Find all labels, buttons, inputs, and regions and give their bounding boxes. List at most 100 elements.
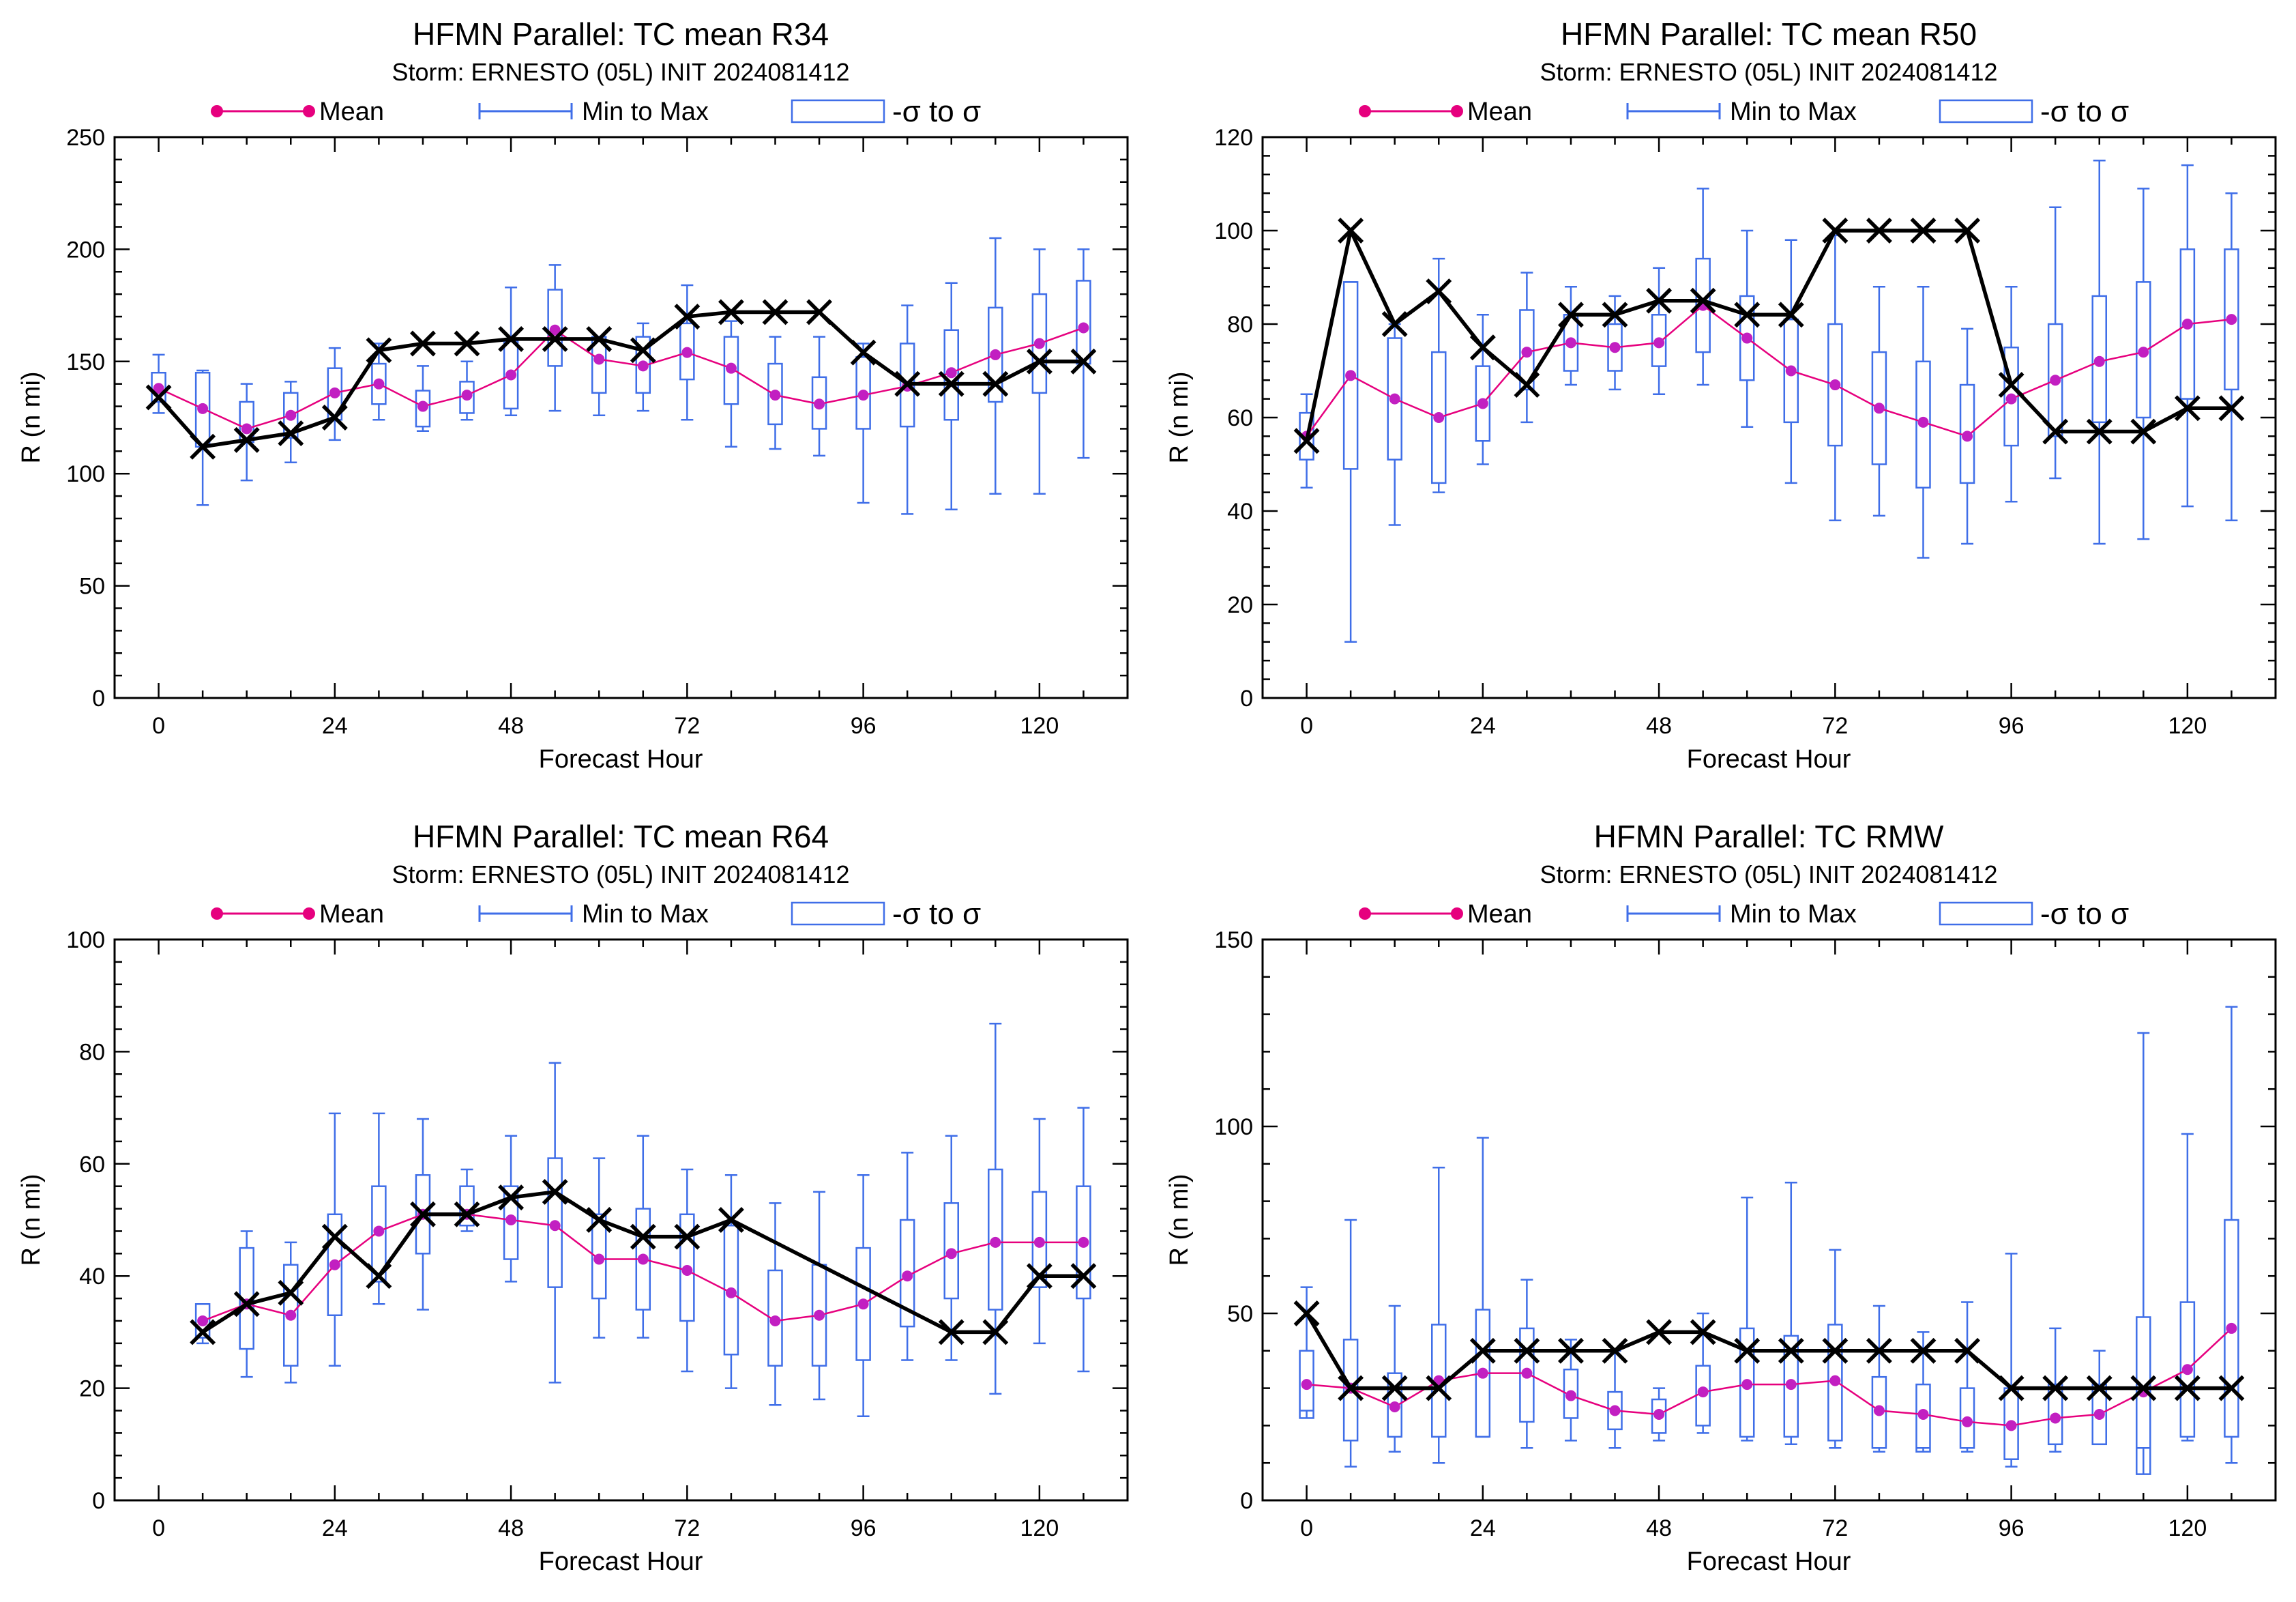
- box-whisker: [855, 343, 871, 504]
- observed-marker: [321, 405, 348, 431]
- x-axis-label: Forecast Hour: [539, 745, 703, 774]
- mean-point: [505, 369, 517, 381]
- box-whisker: [459, 1168, 475, 1232]
- observed-marker-stroke-b: [1426, 1375, 1452, 1401]
- legend-mean-marker: [1359, 105, 1463, 117]
- sigma-box: [415, 390, 431, 428]
- observed-marker: [2218, 395, 2245, 422]
- sigma-box: [855, 1247, 871, 1361]
- mean-point: [1433, 412, 1445, 423]
- observed-marker-stroke-b: [366, 1263, 392, 1290]
- observed-marker-stroke-b: [1426, 278, 1452, 304]
- observed-marker: [1426, 278, 1452, 304]
- box-whisker: [1431, 1167, 1447, 1464]
- x-tick-label: 72: [1822, 1515, 1848, 1541]
- observed-marker: [586, 325, 613, 352]
- observed-marker: [1910, 218, 1937, 244]
- observed-marker-stroke-b: [1646, 287, 1673, 314]
- legend-minmax-marker: [478, 905, 573, 922]
- sigma-box: [679, 322, 695, 381]
- mean-point: [1078, 1236, 1089, 1248]
- x-axis-label: Forecast Hour: [539, 1547, 703, 1576]
- observed-marker: [1602, 302, 1628, 328]
- box-whisker: [1519, 1279, 1535, 1449]
- legend-mean-marker: [211, 907, 315, 920]
- observed-marker: [982, 370, 1009, 397]
- observed-marker-stroke-b: [1026, 348, 1053, 375]
- mean-point: [1609, 342, 1621, 353]
- mean-point: [2093, 355, 2105, 367]
- observed-marker-stroke-b: [586, 1207, 613, 1233]
- mean-point: [1565, 337, 1576, 349]
- box-whisker: [1871, 285, 1887, 517]
- y-tick-label: 80: [1227, 312, 1253, 338]
- box-whisker: [151, 353, 166, 414]
- mean-point: [2093, 1408, 2105, 1420]
- mean-point: [814, 398, 825, 410]
- mean-point: [857, 390, 869, 401]
- box-whisker: [2224, 1006, 2239, 1464]
- box-whisker: [943, 1135, 959, 1361]
- y-tick-label: 250: [66, 125, 105, 151]
- mean-point: [1389, 1401, 1400, 1412]
- observed-marker: [498, 1184, 525, 1211]
- legend-sigma-marker: [791, 99, 885, 123]
- y-tick-label: 0: [92, 1488, 105, 1514]
- chart-subtitle: Storm: ERNESTO (05L) INIT 2024081412: [1540, 860, 1998, 888]
- mean-point: [417, 400, 428, 412]
- observed-marker-stroke-b: [2086, 418, 2113, 445]
- panel-r34: HFMN Parallel: TC mean R34 Storm: ERNEST…: [17, 16, 1129, 774]
- observed-marker: [1866, 1337, 1892, 1364]
- legend-mean-label: Mean: [1467, 900, 1532, 929]
- box-whisker: [1563, 1339, 1579, 1442]
- x-tick-label: 0: [1300, 713, 1313, 739]
- sigma-box: [1739, 1327, 1755, 1438]
- observed-marker: [233, 1291, 260, 1317]
- mean-point: [1565, 1390, 1576, 1401]
- sigma-box: [1076, 280, 1091, 365]
- observed-marker-stroke-b: [233, 1291, 260, 1317]
- observed-marker: [2130, 418, 2157, 445]
- observed-marker: [1558, 1337, 1584, 1364]
- observed-marker: [1026, 1263, 1053, 1290]
- observed-marker-stroke-b: [2174, 1375, 2201, 1401]
- mean-point: [197, 1315, 209, 1326]
- observed-marker: [498, 325, 525, 352]
- observed-line: [157, 310, 1084, 449]
- observed-marker-stroke-b: [2218, 1375, 2245, 1401]
- mean-point: [285, 409, 297, 421]
- observed-marker-stroke-b: [1734, 302, 1761, 328]
- observed-marker-stroke-b: [278, 1279, 304, 1306]
- x-tick-label: 120: [2168, 713, 2207, 739]
- sigma-box: [1783, 1335, 1799, 1438]
- mean-point: [1785, 365, 1797, 377]
- observed-marker: [1690, 1319, 1716, 1345]
- box-whisker: [1031, 1118, 1048, 1345]
- mean-point: [2226, 1322, 2237, 1334]
- observed-marker-stroke-b: [850, 339, 877, 366]
- box-whisker: [1827, 234, 1843, 521]
- x-tick-label: 24: [322, 1515, 348, 1541]
- observed-marker: [982, 1319, 1009, 1345]
- sigma-box: [1563, 1368, 1579, 1419]
- y-tick-label: 50: [79, 574, 105, 600]
- box-whisker: [943, 282, 959, 511]
- observed-marker: [2174, 395, 2201, 422]
- sigma-box: [1519, 309, 1535, 391]
- observed-marker-stroke-b: [542, 1178, 568, 1205]
- observed-marker: [145, 384, 172, 411]
- observed-marker-stroke-b: [674, 304, 701, 330]
- observed-marker-stroke-b: [1293, 428, 1320, 454]
- mean-point: [285, 1309, 297, 1321]
- sigma-box: [1739, 295, 1755, 381]
- mean-point: [461, 390, 473, 401]
- chart-subtitle: Storm: ERNESTO (05L) INIT 2024081412: [1540, 58, 1998, 86]
- observed-marker-stroke-b: [2130, 418, 2157, 445]
- sigma-box: [1031, 293, 1048, 394]
- box-whisker: [2047, 206, 2063, 480]
- box-whisker: [2091, 160, 2107, 545]
- box-whisker: [1431, 257, 1447, 493]
- sigma-box: [943, 1202, 959, 1300]
- panel-r64: HFMN Parallel: TC mean R64 Storm: ERNEST…: [17, 819, 1129, 1576]
- mean-point: [1033, 338, 1045, 349]
